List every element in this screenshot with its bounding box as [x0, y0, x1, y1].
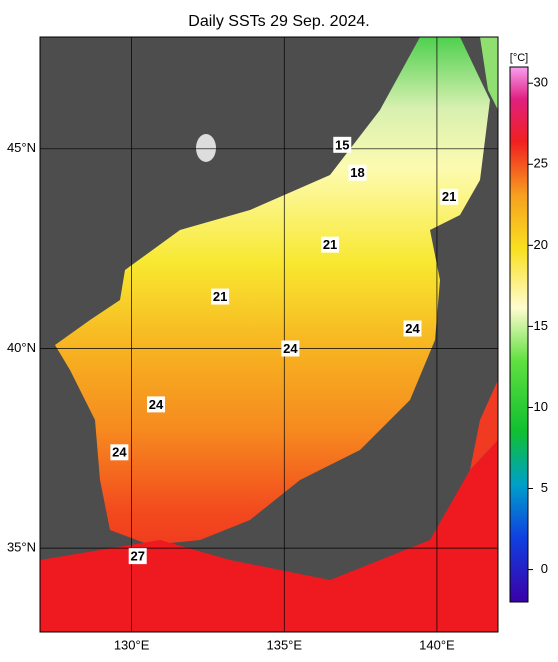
lat-label: 45°N [7, 140, 36, 155]
pacific [470, 380, 498, 470]
lat-label: 35°N [7, 540, 36, 555]
colorbar-unit: [°C] [510, 52, 528, 64]
contour-label-bg [403, 320, 422, 337]
contour-label: 24 [112, 445, 127, 460]
contour-label-bg [211, 288, 230, 305]
colorbar [509, 66, 529, 603]
contour-label: 24 [149, 397, 164, 412]
contour-label: 21 [213, 289, 227, 304]
map-frame [39, 36, 499, 633]
graticule [40, 37, 498, 632]
contour-label: 15 [335, 137, 349, 152]
contour-label: 18 [350, 165, 364, 180]
title: Daily SSTs 29 Sep. 2024. [188, 13, 369, 30]
contour-label-bg [333, 136, 352, 153]
contour-label-bg [440, 188, 459, 205]
colorbar-tick-label: 0 [541, 561, 548, 576]
lon-label: 135°E [266, 637, 302, 652]
colorbar-tick-label: 5 [541, 480, 548, 495]
sea-of-japan [55, 37, 490, 545]
lon-label: 130°E [114, 637, 150, 652]
okhotsk [480, 37, 498, 110]
contour-label-bg [281, 340, 300, 357]
contour-label-bg [348, 164, 367, 181]
contour-label: 24 [283, 341, 298, 356]
colorbar-tick-label: 25 [534, 156, 548, 171]
colorbar-tick-label: 20 [534, 237, 548, 252]
southern-sea [40, 440, 498, 632]
map-area [40, 37, 498, 632]
contour-label: 24 [405, 321, 420, 336]
contour-label-bg [128, 548, 147, 565]
colorbar-tick-label: 15 [534, 318, 548, 333]
contour-label-bg [321, 236, 340, 253]
contour-label-bg [110, 444, 129, 461]
contour-label: 27 [130, 549, 144, 564]
colorbar-tick-label: 30 [534, 75, 548, 90]
lat-label: 40°N [7, 340, 36, 355]
contour-label: 21 [442, 189, 456, 204]
contour-label: 21 [323, 237, 337, 252]
lon-label: 140°E [419, 637, 455, 652]
contour-label-bg [147, 396, 166, 413]
colorbar-tick-label: 10 [534, 399, 548, 414]
cloud-mask [196, 134, 216, 162]
